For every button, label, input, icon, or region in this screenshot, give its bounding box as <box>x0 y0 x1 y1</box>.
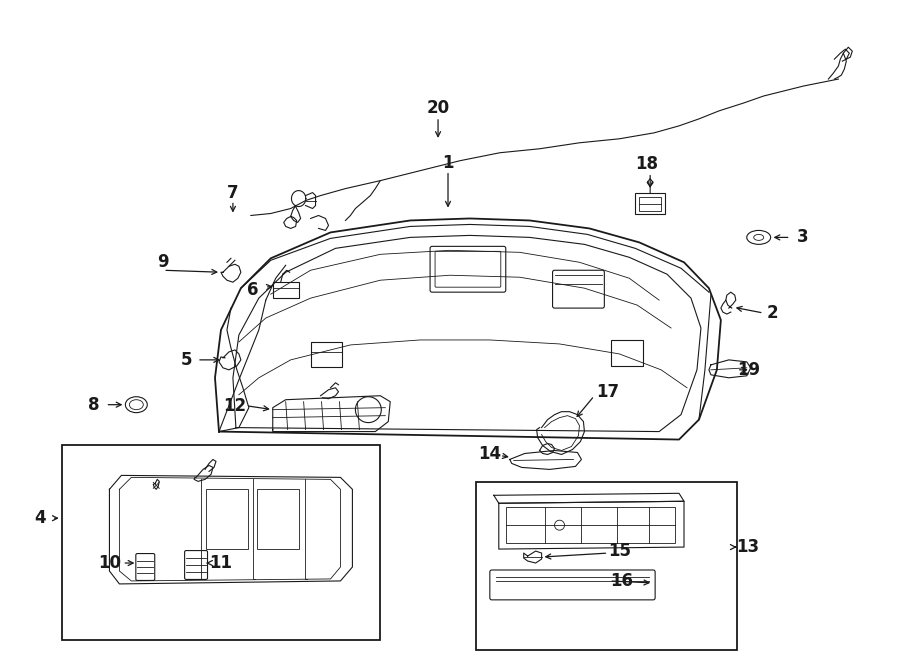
Text: 12: 12 <box>223 397 247 414</box>
Bar <box>273 282 299 298</box>
Text: 8: 8 <box>88 396 99 414</box>
Bar <box>639 196 662 210</box>
Bar <box>611 340 644 366</box>
Text: 6: 6 <box>248 281 258 299</box>
Bar <box>506 507 675 543</box>
Text: 20: 20 <box>427 99 450 117</box>
Text: 4: 4 <box>34 509 46 527</box>
Bar <box>61 444 381 640</box>
Bar <box>206 489 248 549</box>
Text: 3: 3 <box>796 229 808 247</box>
Text: 19: 19 <box>737 361 760 379</box>
Text: 10: 10 <box>98 554 121 572</box>
Text: 15: 15 <box>608 542 631 560</box>
Text: 7: 7 <box>227 184 239 202</box>
Text: 2: 2 <box>767 304 778 322</box>
Text: 9: 9 <box>158 253 169 271</box>
Text: 14: 14 <box>478 446 501 463</box>
Text: 1: 1 <box>442 154 454 172</box>
Text: 5: 5 <box>180 351 192 369</box>
Text: 16: 16 <box>610 572 633 590</box>
Bar <box>310 342 343 367</box>
Bar <box>476 483 737 650</box>
Text: 11: 11 <box>210 554 232 572</box>
Bar <box>635 192 665 214</box>
Text: 18: 18 <box>635 155 659 173</box>
Text: 13: 13 <box>736 538 760 556</box>
Bar <box>256 489 299 549</box>
Text: 17: 17 <box>596 383 619 401</box>
